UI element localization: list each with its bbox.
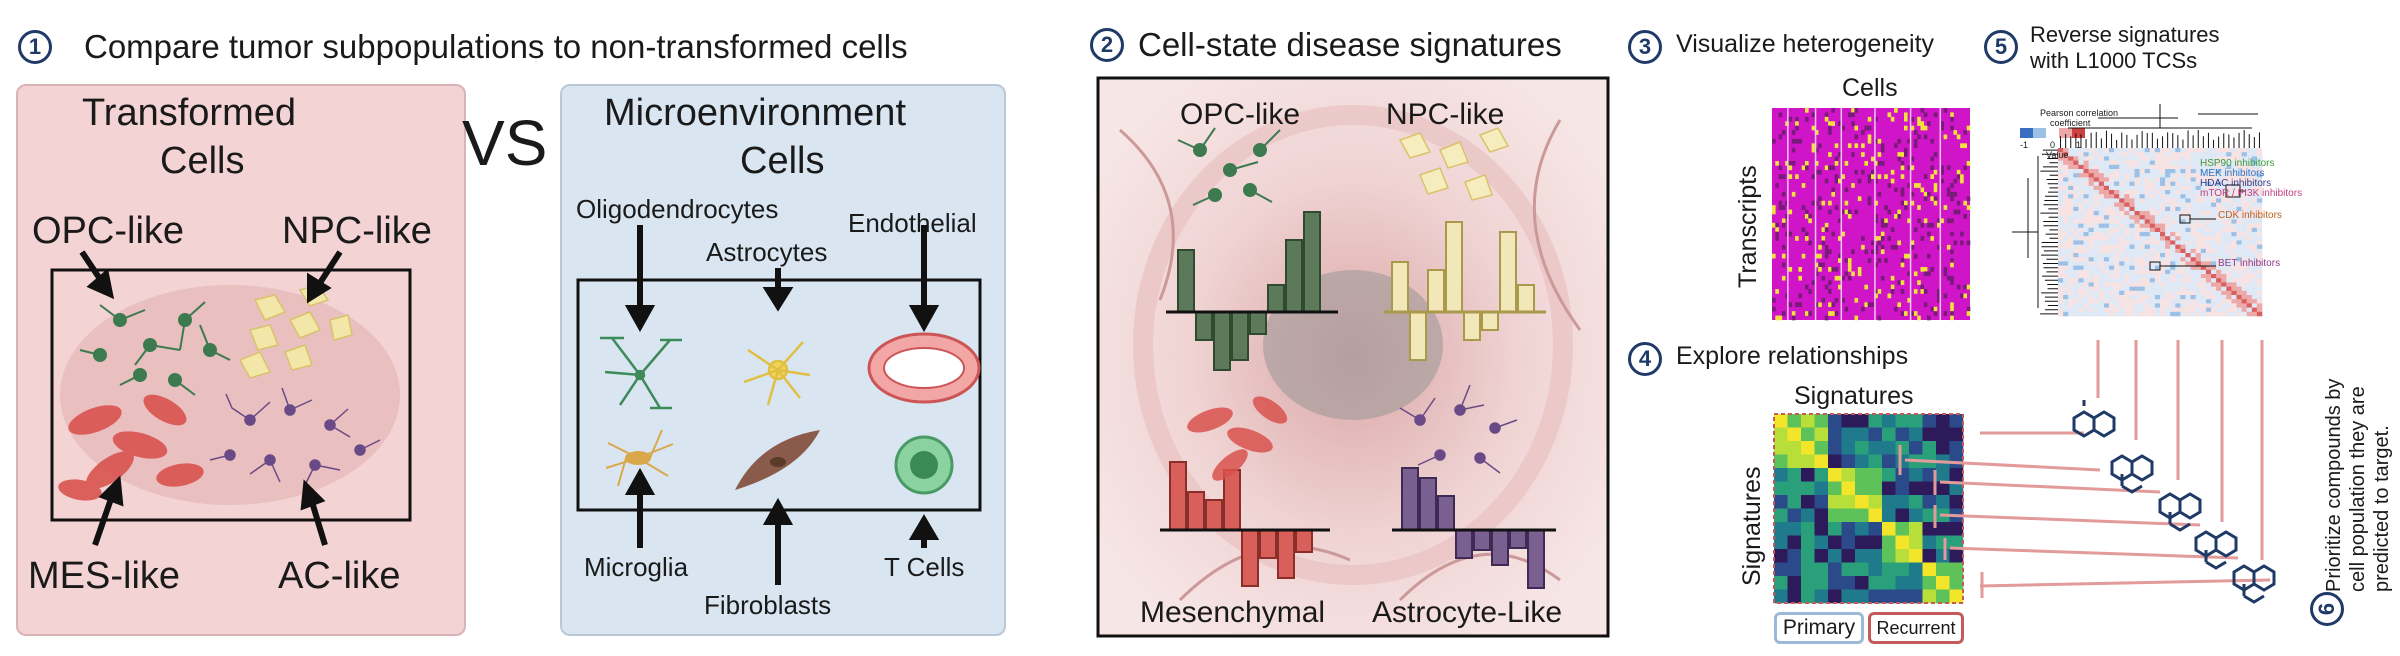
section6-line-3: predicted to target. — [2371, 425, 2393, 592]
opc-cell-art — [1177, 127, 1281, 206]
label-bet: BET inhibitors — [2218, 258, 2281, 269]
label-fibroblasts: Fibroblasts — [704, 590, 832, 620]
t-cell-icon — [894, 435, 954, 495]
section5-title-2: with L1000 TCSs — [2030, 48, 2198, 73]
sig-label-opc: OPC-like — [1180, 98, 1301, 131]
label-hdac: HDAC inhibitors — [2200, 178, 2272, 189]
section6-line-2: cell population they are — [2347, 386, 2369, 592]
label-ac-like: AC-like — [278, 555, 401, 597]
recurrent-tag[interactable]: Recurrent — [1868, 612, 1964, 644]
npc-cell-cluster — [238, 284, 353, 379]
label-mtor: mTOR / PI3K inhibitors — [2200, 188, 2303, 199]
legend-min: -1 — [2020, 140, 2029, 150]
primary-tag[interactable]: Primary — [1774, 612, 1864, 644]
fibroblast-icon — [735, 430, 820, 490]
section3-title: Visualize heterogeneity — [1676, 30, 1935, 58]
astro-cell-art — [1399, 384, 1518, 474]
oligodendrocyte-icon — [600, 336, 682, 410]
label-astrocytes: Astrocytes — [706, 237, 828, 267]
label-mek: MEK inhibitors — [2200, 168, 2265, 179]
microglia-icon — [605, 429, 674, 487]
ac-cell-cluster — [209, 387, 381, 486]
sig-label-mesenchymal: Mesenchymal — [1140, 596, 1326, 629]
heatmap-cells-label: Cells — [1842, 74, 1898, 102]
legend-max: 1 — [2076, 140, 2082, 150]
section6-text: Prioritize compounds by cell population … — [2322, 292, 2400, 592]
micro-title-2: Cells — [740, 140, 825, 182]
mes-cell-art — [1187, 396, 1288, 481]
label-t-cells: T Cells — [884, 552, 965, 582]
step-3-badge: 3 — [1628, 30, 1662, 64]
sig-label-astrocyte-like: Astrocyte-Like — [1372, 596, 1563, 629]
transformed-title-2: Cells — [160, 140, 245, 182]
compound-molecule-icons — [2072, 400, 2276, 604]
endothelial-icon — [867, 332, 981, 404]
label-microglia: Microglia — [584, 552, 689, 582]
step-2-badge: 2 — [1090, 28, 1124, 62]
label-hsp90: HSP90 inhibitors — [2200, 158, 2275, 169]
label-mes-like: MES-like — [28, 555, 181, 597]
micro-title-1: Microenvironment — [604, 92, 906, 134]
npc-cell-art — [1398, 127, 1510, 201]
transformed-title-1: Transformed — [82, 92, 296, 134]
vs-label: VS — [462, 107, 548, 179]
corr-signatures-top: Signatures — [1794, 382, 1914, 410]
step-6-badge: 6 — [2310, 592, 2344, 626]
step-4-badge: 4 — [1628, 342, 1662, 376]
legend-zero: 0 — [2050, 140, 2056, 150]
step-1-badge: 1 — [18, 30, 52, 64]
sig-label-npc: NPC-like — [1386, 98, 1505, 131]
legend-title-1: Pearson correlation — [2040, 108, 2119, 118]
label-npc-like: NPC-like — [282, 210, 432, 252]
section5-title-1: Reverse signatures — [2030, 22, 2220, 47]
legend-value: Value — [2046, 150, 2069, 160]
opc-cell-cluster — [79, 301, 231, 396]
label-cdk: CDK inhibitors — [2218, 210, 2282, 221]
label-opc-like: OPC-like — [32, 210, 185, 252]
npc-signature-bars — [1391, 221, 1535, 361]
mes-cell-cluster — [58, 394, 204, 501]
astrocyte-icon — [743, 341, 811, 406]
section6-line-1: Prioritize compounds by — [2323, 378, 2345, 592]
label-oligodendrocytes: Oligodendrocytes — [576, 194, 779, 224]
transformed-frame — [50, 268, 412, 522]
step-5-badge: 5 — [1984, 30, 2018, 64]
section1-title: Compare tumor subpopulations to non-tran… — [84, 28, 908, 65]
section4-title: Explore relationships — [1676, 342, 1909, 370]
section2-title: Cell-state disease signatures — [1138, 26, 1562, 63]
label-endothelial: Endothelial — [848, 208, 977, 238]
legend-title-2: coefficient — [2050, 118, 2091, 128]
